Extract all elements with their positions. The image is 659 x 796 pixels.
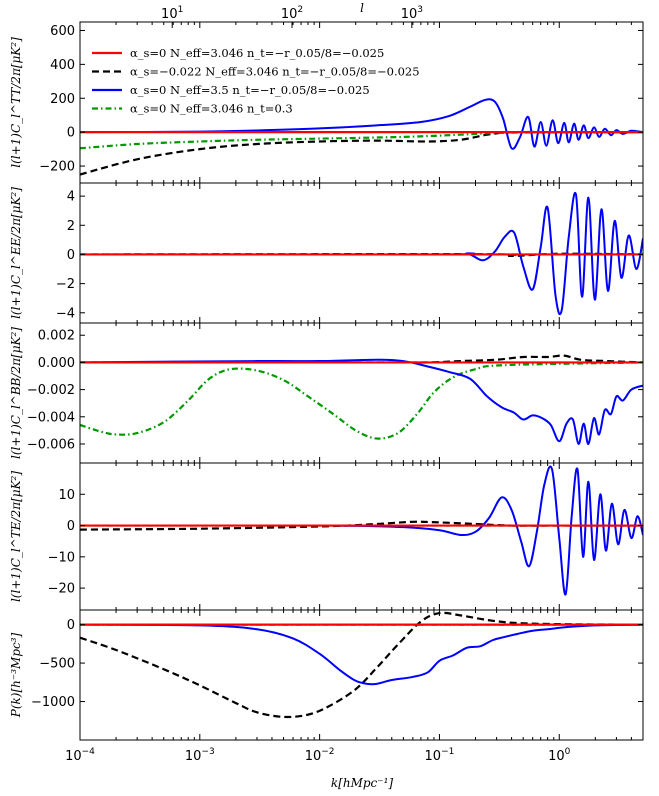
y-tick-label: 0 <box>67 248 75 263</box>
top-tick-label: 102 <box>281 5 303 22</box>
legend-entry: α_s=0 N_eff=3.5 n_t=−r_0.05/8=−0.025 <box>130 83 370 97</box>
series-line-green <box>80 361 643 440</box>
legend-entry: α_s=0 N_eff=3.046 n_t=−r_0.05/8=−0.025 <box>130 46 384 60</box>
y-tick-label: −0.006 <box>27 437 75 452</box>
series-group <box>80 191 643 316</box>
top-tick-label: 101 <box>161 5 183 22</box>
series-line-blue <box>80 358 643 445</box>
x-tick-exponent: −2 <box>321 747 334 757</box>
x-tick-label: 10−2 <box>305 747 335 764</box>
x-tick-exponent: 0 <box>565 747 571 757</box>
top-axis-label: l <box>360 1 364 15</box>
y-tick-label: −4 <box>56 306 75 321</box>
series-line-blue <box>80 623 643 686</box>
panel-0: −200 0 200 400 600 l(l+1)C_l^TT/2π[μK²] <box>9 21 644 184</box>
bottom-axis: 10−4 10−3 10−2 10−1 100 <box>65 747 571 764</box>
panel-3: −20 −10 0 10 l(l+1)C_l^TE/2π[μK²] <box>9 462 644 611</box>
y-tick-label: 0.002 <box>38 329 75 344</box>
y-tick-label: 10 <box>58 488 75 503</box>
legend-entry: α_s=−0.022 N_eff=3.046 n_t=−r_0.05/8=−0.… <box>130 65 420 79</box>
y-axis-label: l(l+1)C_l^TE/2π[μK²] <box>9 471 23 602</box>
y-tick-label: −200 <box>39 160 75 175</box>
y-tick-label: 0 <box>67 519 75 534</box>
series-group <box>80 354 643 445</box>
y-tick-label: −0.004 <box>27 410 75 425</box>
y-tick-label: −500 <box>39 657 75 672</box>
y-tick-label: 0 <box>67 126 75 141</box>
top-tick-label: 103 <box>401 5 423 22</box>
x-tick-label: 10−1 <box>425 747 455 764</box>
y-tick-label: 200 <box>50 92 75 107</box>
series-group <box>80 98 643 176</box>
series-line-black <box>80 130 643 176</box>
x-tick-label: 10−4 <box>65 747 95 764</box>
series-group <box>80 611 643 719</box>
bottom-axis-label: k[hMpc⁻¹] <box>331 776 394 790</box>
legend: α_s=0 N_eff=3.046 n_t=−r_0.05/8=−0.025 α_… <box>92 46 420 116</box>
panel-4: −1000 −500 0 P(k)[h⁻³Mpc³] <box>9 609 644 741</box>
series-group <box>80 465 643 596</box>
legend-entry: α_s=0 N_eff=3.046 n_t=0.3 <box>130 102 293 116</box>
top-tick-exponent: 3 <box>417 5 423 15</box>
y-tick-label: −2 <box>56 277 75 292</box>
top-axis: 101 102 103 <box>161 5 423 28</box>
y-tick-label: 400 <box>50 58 75 73</box>
y-axis-label: l(l+1)C_l^BB/2π[μK²] <box>9 327 23 459</box>
x-tick-label: 10−3 <box>185 747 215 764</box>
panel-frame <box>79 609 644 741</box>
x-tick-exponent: −1 <box>441 747 454 757</box>
y-tick-label: −0.002 <box>27 383 75 398</box>
x-tick-exponent: −3 <box>201 747 214 757</box>
x-tick-label: 100 <box>548 747 571 764</box>
y-axis-label: l(l+1)C_l^TT/2π[μK²] <box>9 37 23 168</box>
panel-1: −4 −2 0 2 4 l(l+1)C_l^EE/2π[μK²] <box>9 182 644 324</box>
y-tick-label: −20 <box>48 582 75 597</box>
y-tick-label: 0.000 <box>38 356 75 371</box>
series-line-green <box>80 130 643 150</box>
series-line-blue <box>80 465 643 596</box>
panels: −2000200400600l(l+1)C_l^TT/2π[μK²]−4−202… <box>9 21 644 741</box>
top-tick-exponent: 2 <box>297 5 303 15</box>
y-tick-label: 4 <box>67 190 75 205</box>
y-tick-label: 600 <box>50 24 75 39</box>
y-axis-label: l(l+1)C_l^EE/2π[μK²] <box>9 187 23 319</box>
y-tick-label: −1000 <box>31 695 75 710</box>
top-tick-exponent: 1 <box>178 5 184 15</box>
y-tick-label: 0 <box>67 618 75 633</box>
panel-2: −0.006 −0.004 −0.002 0.000 0.002 l(l+1)C_l^BB… <box>9 322 644 464</box>
y-tick-label: 2 <box>67 219 75 234</box>
y-axis-label: P(k)[h⁻³Mpc³] <box>9 632 23 718</box>
panel-frame <box>79 182 644 324</box>
x-tick-exponent: −4 <box>82 747 96 757</box>
y-tick-label: −10 <box>48 550 75 565</box>
